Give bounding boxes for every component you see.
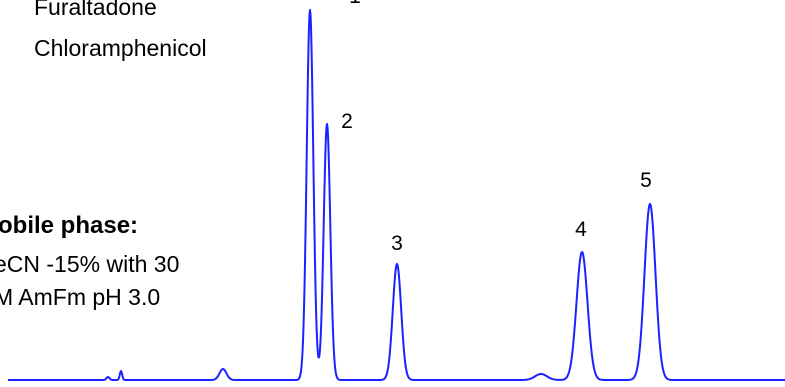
legend-furaltadone: Furaltadone bbox=[34, 0, 157, 20]
legend-chloramphenicol: Chloramphenicol bbox=[34, 35, 207, 61]
peak-label-2: 2 bbox=[341, 110, 353, 133]
mobile-phase-line-2: M AmFm pH 3.0 bbox=[0, 284, 161, 310]
peak-label-5: 5 bbox=[640, 169, 652, 192]
mobile-phase-title: obile phase: bbox=[0, 212, 139, 239]
mobile-phase-line-1: eCN -15% with 30 bbox=[0, 251, 180, 277]
signal-trace bbox=[7, 9, 785, 381]
peak-label-4: 4 bbox=[575, 218, 587, 241]
peak-label-1: 1 bbox=[349, 0, 361, 8]
peak-label-3: 3 bbox=[391, 232, 403, 255]
peak-labels: 1 2 3 4 5 bbox=[341, 0, 652, 255]
